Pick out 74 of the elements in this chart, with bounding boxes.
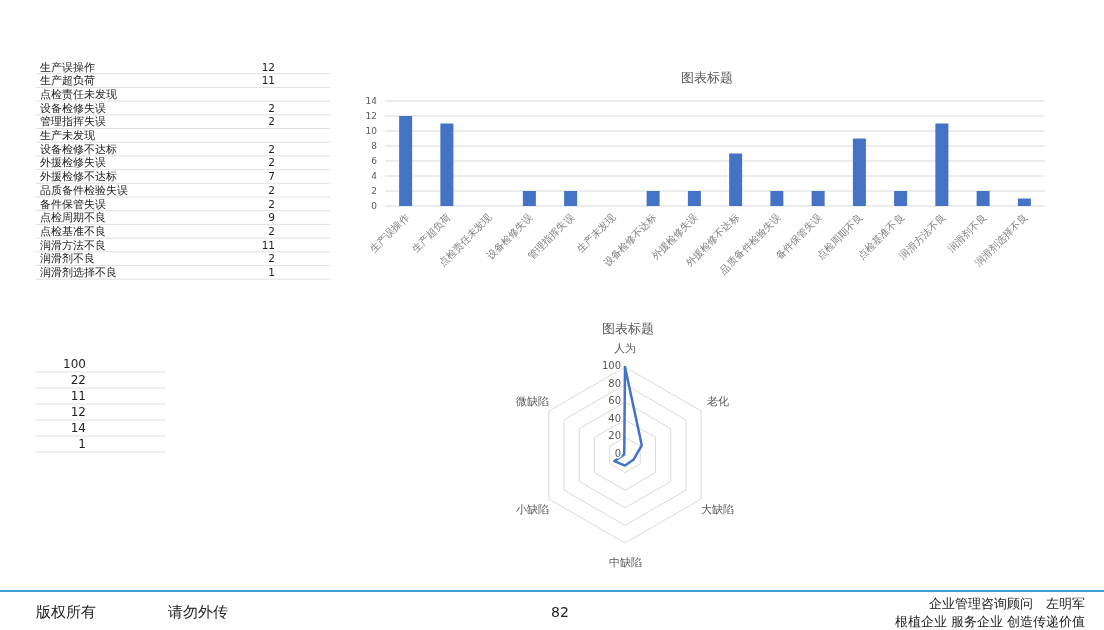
x-tick-label: 生产误操作 xyxy=(367,211,412,255)
bar xyxy=(687,191,701,206)
y-tick-label: 4 xyxy=(371,171,378,181)
bar xyxy=(852,138,866,206)
category-label: 外援检修不达标 xyxy=(40,170,117,183)
text: 11 xyxy=(261,238,275,251)
text: 14 xyxy=(70,421,86,435)
y-tick-label: 10 xyxy=(365,126,378,136)
bar xyxy=(1017,198,1031,206)
spoke-label: 小缺陷 xyxy=(515,502,549,516)
category-label: 管理指挥失误 xyxy=(40,115,106,128)
y-tick-label: 100 xyxy=(601,360,621,371)
y-tick-label: 8 xyxy=(371,141,378,151)
bar xyxy=(399,116,413,206)
text: 100 xyxy=(63,357,86,371)
y-tick-label: 0 xyxy=(371,201,378,211)
text: 1 xyxy=(268,266,275,278)
chart-title: 图表标题 xyxy=(602,321,654,336)
y-tick-label: 80 xyxy=(608,377,621,389)
category-label: 点检责任未发现 xyxy=(40,87,117,100)
bar xyxy=(522,191,536,206)
text: 2 xyxy=(268,156,275,169)
bar xyxy=(935,123,949,206)
category-label: 生产误操作 xyxy=(40,60,95,73)
category-label: 设备检修失误 xyxy=(40,101,106,114)
bar xyxy=(976,191,990,206)
text: 12 xyxy=(70,405,86,419)
category-label: 生产超负荷 xyxy=(40,74,95,87)
y-tick-label: 12 xyxy=(365,111,377,121)
text: 12 xyxy=(261,60,275,73)
category-label: 设备检修不达标 xyxy=(40,142,117,155)
text: 9 xyxy=(268,211,275,224)
text: 2 xyxy=(268,142,275,155)
category-label: 生产未发现 xyxy=(40,129,95,141)
spoke-label: 老化 xyxy=(706,395,729,409)
spoke-label: 人为 xyxy=(614,341,636,355)
category-label: 润滑剂选择不良 xyxy=(40,266,117,278)
text: 1 xyxy=(78,437,86,451)
text: 请勿外传 xyxy=(168,603,228,621)
y-tick-label: 6 xyxy=(371,156,378,166)
text: 82 xyxy=(551,604,569,620)
text: 2 xyxy=(268,224,275,237)
text: 2 xyxy=(268,197,275,210)
y-tick-label: 2 xyxy=(371,186,377,196)
text: 2 xyxy=(268,101,275,114)
text: 根植企业 服务企业 创造传递价值 xyxy=(894,614,1085,629)
text: 2 xyxy=(268,115,275,128)
spoke-label: 大缺陷 xyxy=(701,502,735,516)
text: 7 xyxy=(268,170,275,183)
y-tick-label: 0 xyxy=(614,448,621,459)
text: 11 xyxy=(261,74,275,87)
bar xyxy=(564,191,578,206)
bar xyxy=(646,191,660,206)
bar xyxy=(729,153,743,206)
text: 22 xyxy=(70,373,86,387)
bar xyxy=(894,191,908,206)
text: 2 xyxy=(268,183,275,196)
category-label: 外援检修失误 xyxy=(40,156,106,169)
chart-title: 图表标题 xyxy=(681,70,733,85)
text: 11 xyxy=(70,389,86,403)
y-tick-label: 14 xyxy=(365,96,378,106)
category-label: 品质备件检验失误 xyxy=(40,183,128,196)
spoke-label: 中缺陷 xyxy=(608,556,642,570)
y-tick-label: 40 xyxy=(608,412,621,424)
bar xyxy=(770,191,784,206)
y-tick-label: 60 xyxy=(608,395,621,407)
bar xyxy=(811,191,825,206)
bar xyxy=(440,123,454,206)
spoke-label: 微缺陷 xyxy=(515,395,549,409)
text: 企业管理咨询顾问 左明军 xyxy=(929,596,1085,611)
text: 2 xyxy=(268,252,275,265)
text: 版权所有 xyxy=(36,603,96,621)
y-tick-label: 20 xyxy=(608,430,621,442)
category-label: 备件保管失误 xyxy=(40,197,106,210)
